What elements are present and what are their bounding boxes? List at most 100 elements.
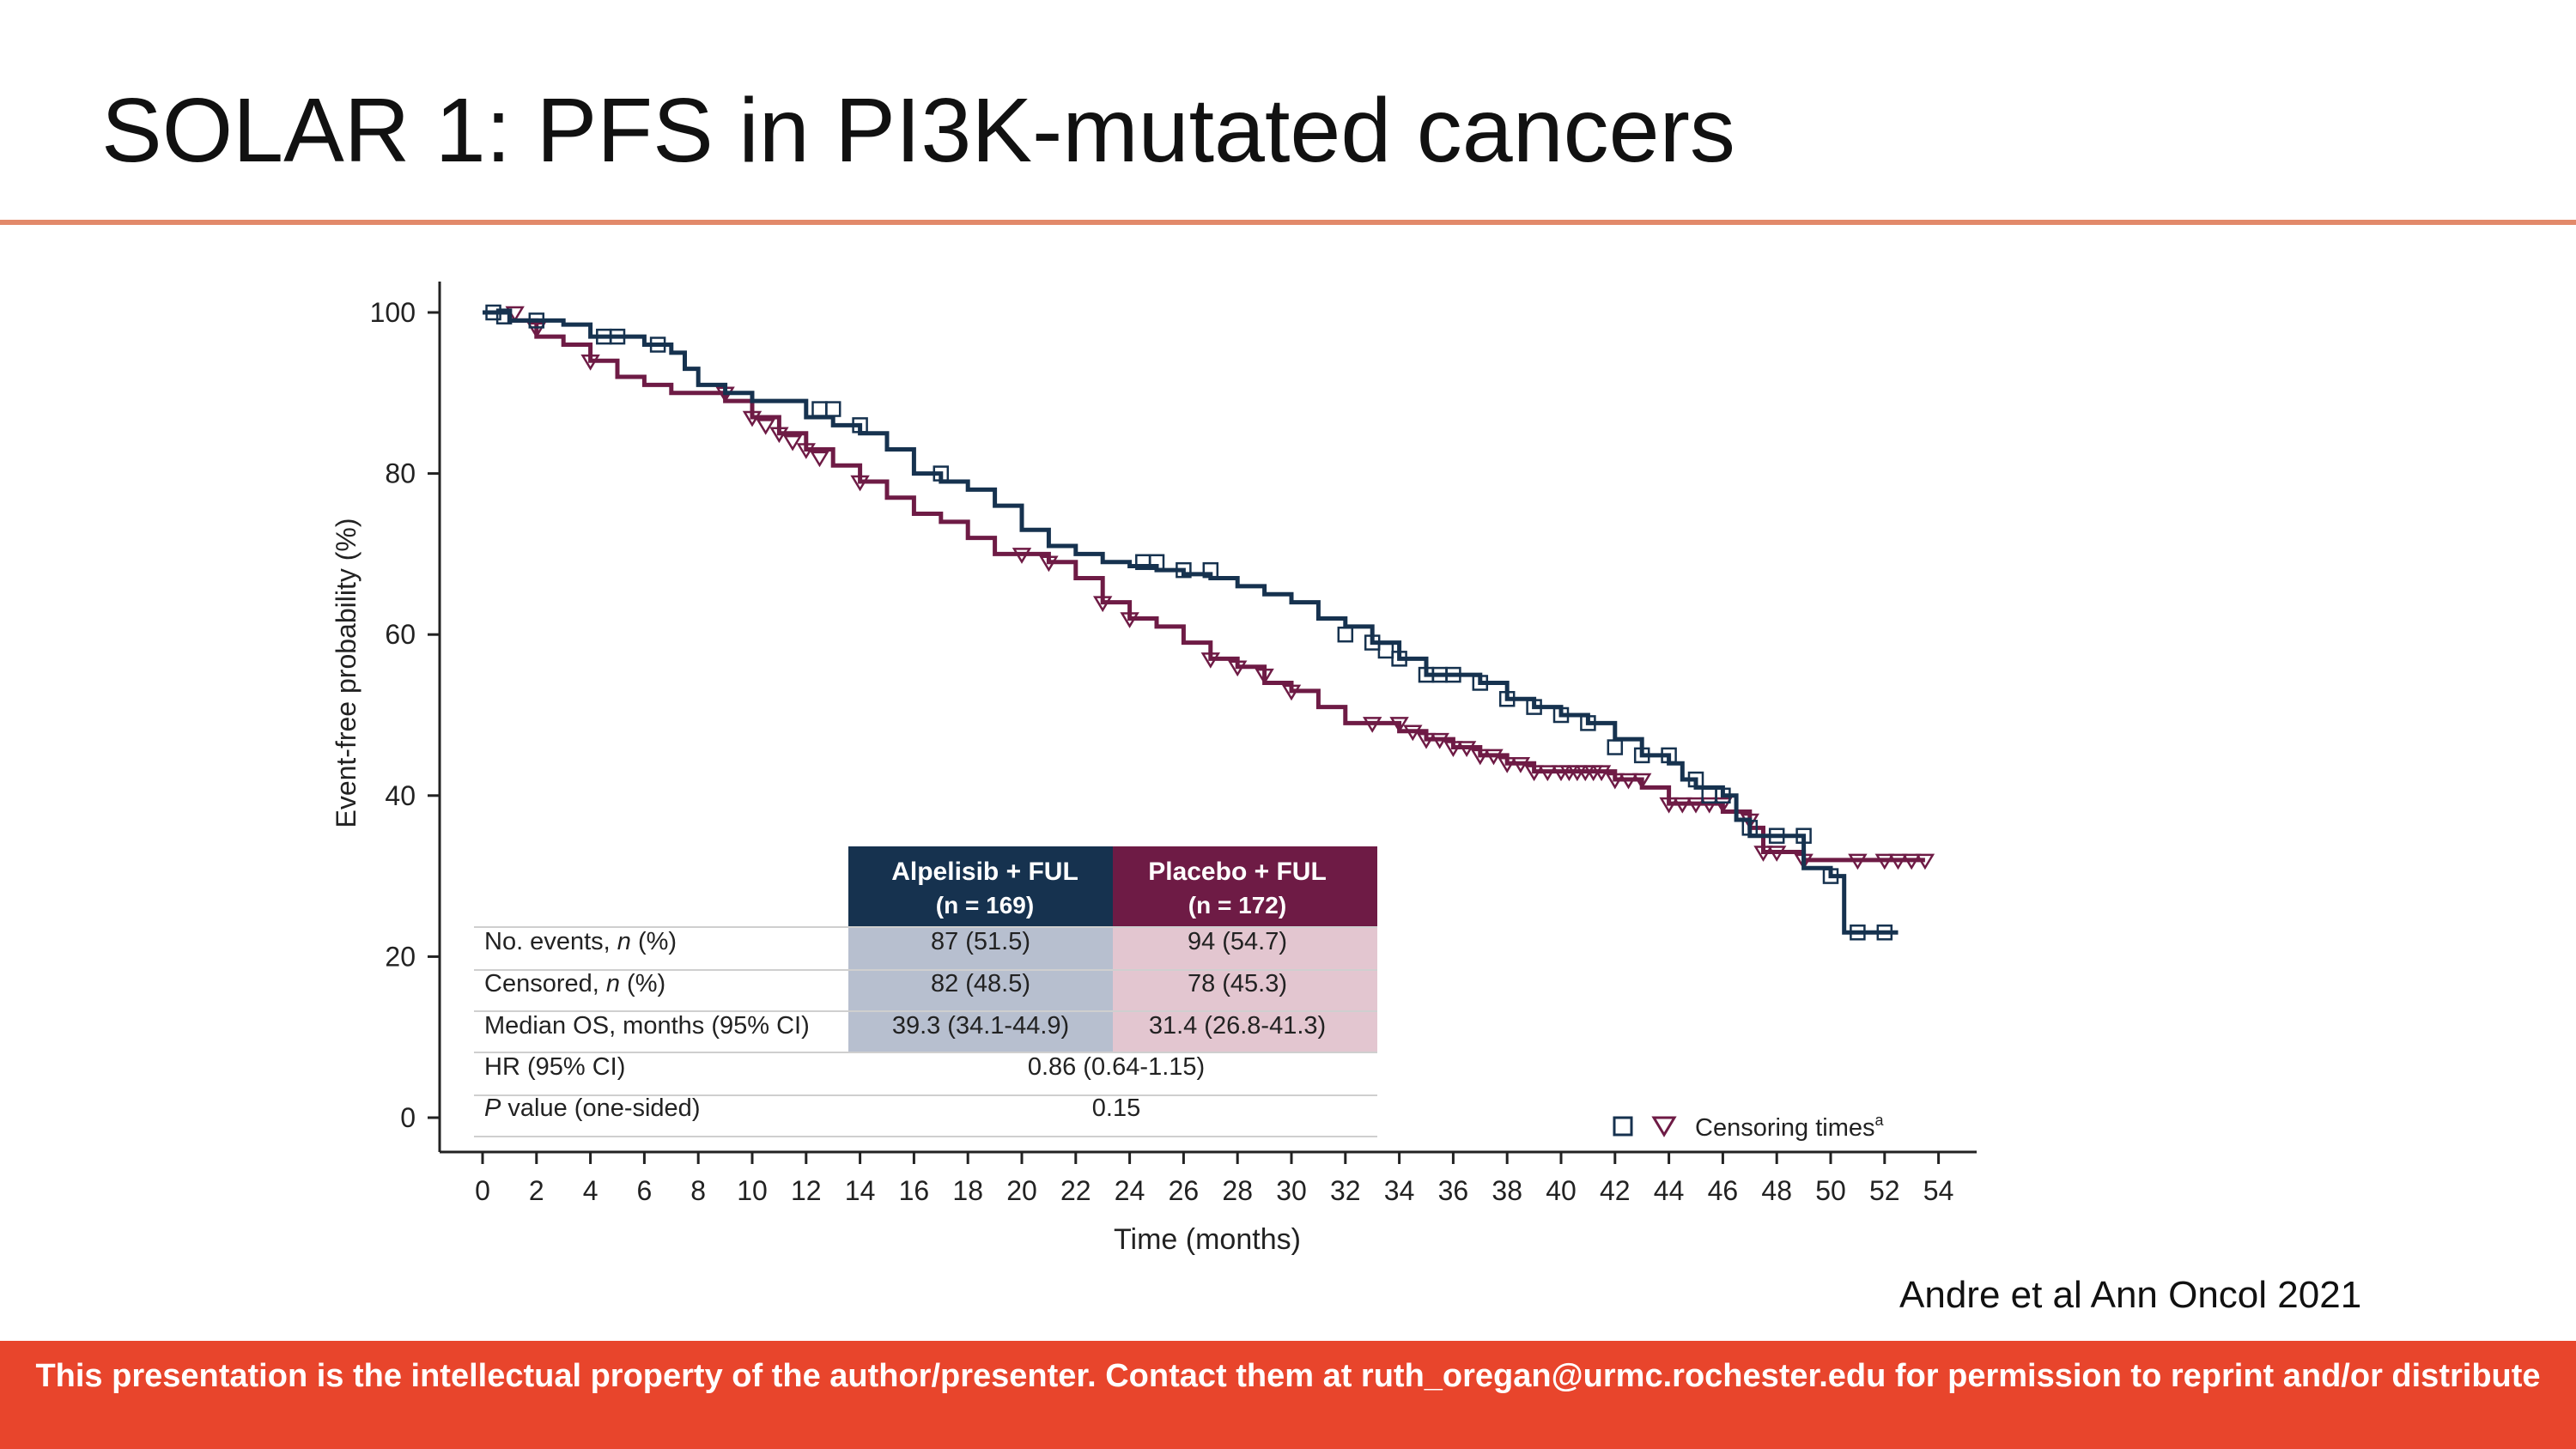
table-pla-value: 78 (45.3) [1188, 970, 1287, 997]
table-head-pla-name: Placebo + FUL [1148, 858, 1327, 886]
x-tick-label: 36 [1438, 1175, 1469, 1206]
y-tick-label: 100 [370, 297, 416, 328]
x-tick-label: 40 [1546, 1175, 1577, 1206]
axes [428, 282, 1977, 1164]
legend-superscript: a [1875, 1112, 1885, 1129]
alpelisib-censor-mark [1202, 561, 1219, 579]
placebo-censor-mark [1403, 724, 1423, 742]
table-alp-value: 39.3 (34.1-44.9) [892, 1012, 1069, 1040]
alpelisib-censor-mark [1391, 651, 1407, 667]
table-row-value: 0.15 [1092, 1094, 1140, 1122]
x-tick-label: 28 [1222, 1175, 1253, 1206]
table-row-label: No. events, n (%) [484, 928, 677, 955]
label-italic: P [484, 1094, 501, 1122]
alpelisib-censor-mark [528, 312, 545, 329]
alpelisib-censor-mark [1795, 828, 1812, 844]
alpelisib-censor-mark [1364, 634, 1381, 651]
label-text: (%) [631, 928, 677, 955]
label-text: (%) [620, 970, 665, 997]
placebo-censor-mark [1713, 797, 1733, 814]
alpelisib-censor-mark [1526, 699, 1542, 715]
alpelisib-censor-mark [1337, 626, 1354, 643]
alpelisib-censor-mark [1498, 690, 1516, 707]
placebo-censor-mark [1443, 741, 1463, 757]
y-axis-label: Event-free probability (%) [331, 518, 361, 828]
alpelisib-censor-mark [824, 401, 841, 417]
placebo-censor-mark [1416, 732, 1437, 749]
alpelisib-censor-mark [1445, 666, 1461, 683]
placebo-censor-mark [1874, 853, 1895, 870]
footer-banner: This presentation is the intellectual pr… [0, 1341, 2576, 1449]
y-tick-label: 0 [400, 1102, 416, 1133]
alpelisib-censor-mark [933, 465, 950, 482]
table-pla-value: 94 (54.7) [1188, 928, 1287, 955]
censoring-legend: Censoring timesa [1613, 1112, 1885, 1142]
legend-square-icon [1613, 1116, 1633, 1137]
table-alp-bg [848, 927, 1113, 1052]
placebo-censor-mark [1281, 684, 1302, 701]
placebo-censor-mark [1591, 765, 1612, 782]
table-row-label: Censored, n (%) [484, 970, 665, 997]
x-tick-label: 6 [637, 1175, 653, 1206]
placebo-censor-mark [1092, 596, 1113, 613]
table-head-alp-n: (n = 169) [936, 892, 1034, 919]
x-tick-label: 16 [899, 1175, 930, 1206]
alpelisib-censor-mark [811, 401, 828, 417]
alpelisib-censor-mark [1176, 561, 1192, 579]
placebo-censor-mark [1039, 555, 1059, 573]
alpelisib-censor-mark [1552, 706, 1570, 724]
survival-curves [483, 304, 1935, 941]
placebo-censor-mark [782, 434, 803, 452]
placebo-censor-mark [1120, 612, 1139, 628]
placebo-censor-mark [1619, 773, 1638, 790]
label-text: No. events, [484, 928, 617, 955]
alpelisib-censor-mark [495, 308, 513, 324]
alpelisib-censor-mark [609, 328, 626, 345]
table-pla-value: 31.4 (26.8-41.3) [1149, 1012, 1326, 1040]
alpelisib-censor-mark [1850, 925, 1866, 941]
placebo-censor-mark [1012, 548, 1032, 564]
table-row-label: Median OS, months (95% CI) [484, 1012, 810, 1040]
placebo-censor-mark [1227, 660, 1248, 677]
placebo-censor-mark [526, 322, 547, 339]
label-text: value (one-sided) [501, 1094, 700, 1122]
x-tick-label: 50 [1815, 1175, 1846, 1206]
x-tick-label: 14 [845, 1175, 876, 1206]
placebo-censor-mark [1888, 853, 1908, 870]
placebo-censor-mark [810, 451, 829, 468]
x-tick-label: 18 [952, 1175, 983, 1206]
placebo-censor-mark [742, 410, 762, 427]
x-tick-label: 38 [1492, 1175, 1522, 1206]
placebo-censor-mark [1766, 846, 1787, 862]
placebo-censor-mark [1510, 757, 1531, 773]
y-tick-label: 40 [385, 780, 416, 811]
stats-table: Alpelisib + FUL (n = 169) Placebo + FUL … [474, 846, 1377, 1137]
placebo-censor-mark [1686, 797, 1706, 814]
x-tick-label: 22 [1060, 1175, 1091, 1206]
x-tick-label: 54 [1923, 1175, 1954, 1206]
alpelisib-censor-mark [1607, 739, 1624, 755]
x-axis-label: Time (months) [1114, 1223, 1301, 1256]
y-tick-label: 80 [385, 458, 416, 489]
label-text: HR (95% CI) [484, 1053, 625, 1081]
x-tick-label: 2 [529, 1175, 544, 1206]
alpelisib-censor-mark [1148, 554, 1165, 571]
table-alp-value: 87 (51.5) [931, 928, 1030, 955]
placebo-censor-mark [1484, 749, 1504, 766]
label-text: Median OS, months (95% CI) [484, 1012, 810, 1040]
alpelisib-censor-mark [1876, 925, 1893, 941]
alpelisib-censor-mark [1822, 868, 1839, 884]
x-tick-label: 32 [1330, 1175, 1361, 1206]
placebo-censor-mark [1538, 765, 1558, 782]
placebo-censor-mark [1497, 757, 1517, 773]
placebo-censor-mark [1389, 717, 1409, 733]
table-head-alp-bg [848, 846, 1113, 927]
table-rows: No. events, n (%) 87 (51.5) 94 (54.7) Censo… [474, 926, 1377, 1137]
x-tick-label: 12 [791, 1175, 822, 1206]
placebo-censor-mark [1659, 797, 1679, 814]
placebo-censor-mark [1901, 853, 1922, 870]
placebo-censor-mark [756, 419, 775, 435]
y-tick-label: 60 [385, 619, 416, 650]
